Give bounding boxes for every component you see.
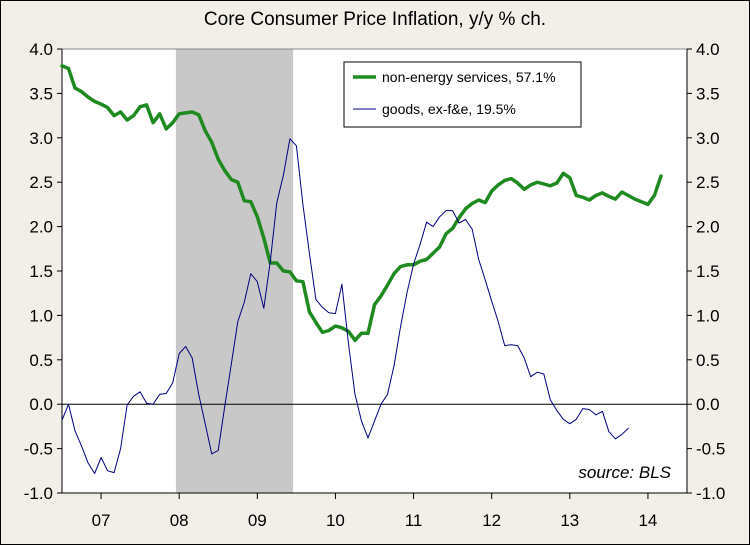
y-tick-label-right: 1.0 [696, 306, 720, 325]
series-line-services [60, 64, 663, 343]
y-tick-label-left: 0.5 [29, 351, 53, 370]
x-tick-label: 11 [405, 511, 423, 530]
y-tick-label-left: 3.5 [29, 84, 53, 103]
y-tick-label-right: 0.0 [696, 395, 720, 414]
x-tick-label: 09 [248, 511, 267, 530]
y-tick-label-left: -0.5 [24, 440, 53, 459]
y-tick-label-left: 1.0 [29, 306, 53, 325]
y-tick-label-left: 1.5 [29, 262, 53, 281]
y-tick-label-right: 1.5 [696, 262, 720, 281]
y-tick-label-right: 2.0 [696, 218, 720, 237]
legend-label-services: non-energy services, 57.1% [382, 69, 556, 85]
recession-shading [175, 49, 294, 493]
y-tick-label-left: 3.0 [29, 129, 53, 148]
source-note: source: BLS [578, 463, 671, 482]
y-tick-label-right: -1.0 [696, 484, 725, 503]
x-tick-label: 12 [482, 511, 501, 530]
x-tick-label: 14 [638, 511, 657, 530]
y-tick-label-left: 2.0 [29, 218, 53, 237]
y-tick-label-left: -1.0 [24, 484, 53, 503]
y-tick-label-right: 0.5 [696, 351, 720, 370]
y-tick-label-left: 4.0 [29, 40, 53, 59]
y-tick-label-right: -0.5 [696, 440, 725, 459]
chart-title: Core Consumer Price Inflation, y/y % ch. [204, 9, 546, 30]
x-tick-label: 08 [170, 511, 189, 530]
y-tick-label-left: 2.5 [29, 173, 53, 192]
y-tick-label-right: 3.5 [696, 84, 720, 103]
y-tick-label-right: 2.5 [696, 173, 720, 192]
x-tick-label: 10 [326, 511, 345, 530]
legend: non-energy services, 57.1% goods, ex-f&e… [343, 61, 582, 128]
legend-label-goods: goods, ex-f&e, 19.5% [382, 101, 516, 117]
y-tick-label-left: 0.0 [29, 395, 53, 414]
x-tick-label: 13 [560, 511, 579, 530]
x-tick-label: 07 [92, 511, 111, 530]
y-tick-label-right: 3.0 [696, 129, 720, 148]
y-tick-label-right: 4.0 [696, 40, 720, 59]
series-line-goods [61, 138, 629, 474]
legend-box [343, 61, 582, 128]
